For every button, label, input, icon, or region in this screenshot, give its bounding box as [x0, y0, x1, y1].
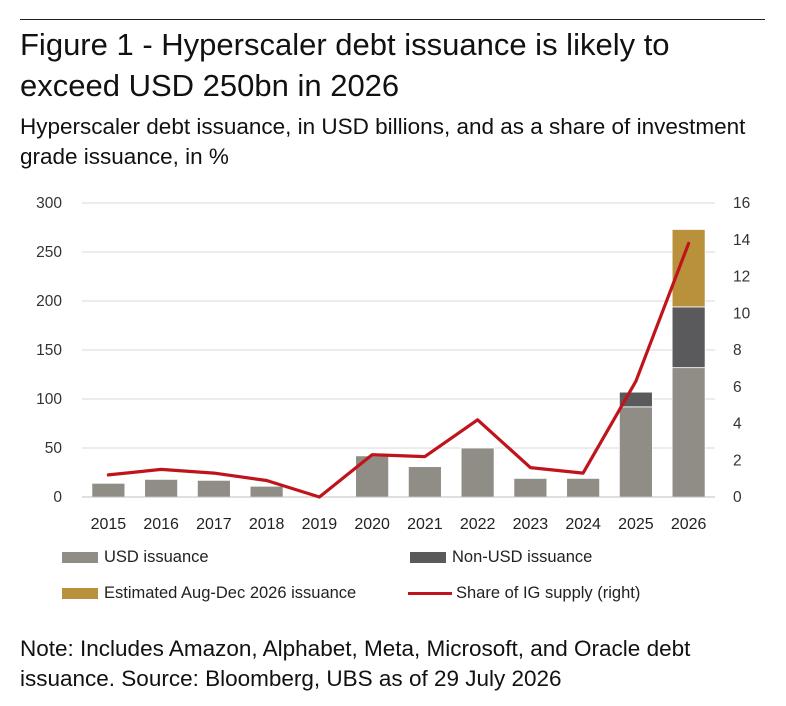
y-tick-label: 50 [45, 440, 63, 457]
x-tick-label: 2019 [302, 516, 338, 533]
legend-label-non-usd: Non-USD issuance [452, 548, 592, 567]
y-tick-label: 100 [36, 391, 62, 408]
chart-title: Figure 1 - Hyperscaler debt issuance is … [20, 24, 765, 106]
x-tick-label: 2026 [671, 516, 707, 533]
bar-usd [145, 479, 178, 497]
legend-item-share: Share of IG supply (right) [408, 584, 640, 603]
y-tick-label: 0 [53, 489, 62, 506]
bar-usd [514, 478, 547, 497]
bar-usd [672, 368, 705, 497]
bar-usd [567, 478, 600, 497]
x-tick-label: 2024 [565, 516, 601, 533]
y-tick-label: 250 [36, 244, 62, 261]
legend-label-estimated: Estimated Aug-Dec 2026 issuance [104, 584, 356, 603]
y2-tick-label: 12 [733, 269, 750, 286]
legend-item-estimated: Estimated Aug-Dec 2026 issuance [62, 584, 356, 603]
x-tick-label: 2022 [460, 516, 496, 533]
legend-swatch-estimated [62, 588, 98, 599]
legend-swatch-usd [62, 552, 98, 563]
y2-tick-label: 6 [733, 379, 742, 396]
x-tick-label: 2020 [354, 516, 390, 533]
x-tick-label: 2016 [143, 516, 179, 533]
chart-note: Note: Includes Amazon, Alphabet, Meta, M… [20, 634, 770, 694]
legend-item-usd: USD issuance [62, 548, 209, 567]
chart-subtitle: Hyperscaler debt issuance, in USD billio… [20, 112, 765, 172]
legend-label-share: Share of IG supply (right) [456, 584, 640, 603]
legend-item-non-usd: Non-USD issuance [410, 548, 592, 567]
line-share-ig [108, 243, 688, 497]
bar-estimated [672, 229, 705, 306]
y2-tick-label: 16 [733, 195, 750, 212]
y-tick-label: 200 [36, 293, 62, 310]
bar-usd [408, 467, 441, 497]
legend-label-usd: USD issuance [104, 548, 209, 567]
y-tick-label: 300 [36, 195, 62, 212]
x-tick-label: 2018 [249, 516, 285, 533]
top-rule [20, 19, 765, 20]
y2-tick-label: 14 [733, 232, 751, 249]
bar-usd [250, 486, 283, 497]
y2-tick-label: 10 [733, 305, 751, 322]
x-tick-label: 2021 [407, 516, 443, 533]
bar-usd [92, 483, 125, 497]
x-tick-label: 2025 [618, 516, 654, 533]
y2-tick-label: 2 [733, 452, 742, 469]
bar-usd [619, 407, 652, 497]
legend-swatch-share [408, 592, 452, 595]
bar-non-usd [672, 307, 705, 368]
x-tick-label: 2017 [196, 516, 232, 533]
y-tick-label: 150 [36, 342, 62, 359]
y2-tick-label: 8 [733, 342, 742, 359]
chart-legend: USD issuance Non-USD issuance Estimated … [0, 540, 786, 610]
x-tick-label: 2015 [91, 516, 127, 533]
bar-usd [461, 448, 494, 497]
x-tick-label: 2023 [513, 516, 549, 533]
y2-tick-label: 4 [733, 416, 742, 433]
bar-usd [197, 480, 230, 497]
chart-plot: 0 50 100 150 200 250 300 0 2 4 6 8 10 12 14 16 2015 2016 2… [0, 185, 786, 535]
y2-tick-label: 0 [733, 489, 742, 506]
legend-swatch-non-usd [410, 552, 446, 563]
